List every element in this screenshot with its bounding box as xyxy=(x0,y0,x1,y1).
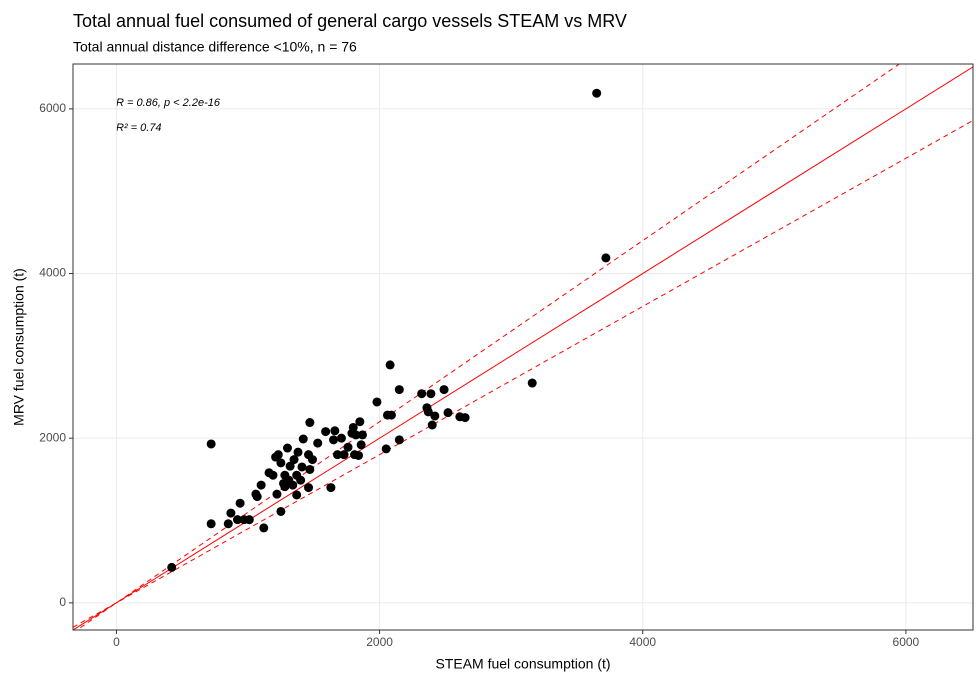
point xyxy=(527,378,537,388)
point xyxy=(288,480,298,490)
point xyxy=(268,470,278,480)
point xyxy=(313,438,323,448)
point xyxy=(206,519,216,529)
point xyxy=(439,385,449,395)
x-axis-label: STEAM fuel consumption (t) xyxy=(435,656,610,672)
point xyxy=(423,407,433,417)
point xyxy=(305,418,315,428)
point xyxy=(304,483,314,493)
point xyxy=(601,253,611,263)
point xyxy=(372,397,382,407)
point xyxy=(282,443,292,453)
point xyxy=(354,450,364,460)
point xyxy=(430,411,440,421)
point xyxy=(293,447,303,457)
point xyxy=(256,480,266,490)
x-tick-label: 6000 xyxy=(893,635,920,649)
point xyxy=(296,475,306,485)
annotation: R² = 0.74 xyxy=(116,122,162,134)
plot-area xyxy=(73,64,973,630)
point xyxy=(417,389,427,399)
point xyxy=(385,360,395,370)
point xyxy=(357,430,367,440)
point xyxy=(298,434,308,444)
point xyxy=(285,461,295,471)
point xyxy=(394,385,404,395)
point xyxy=(356,440,366,450)
point xyxy=(426,389,436,399)
point xyxy=(244,515,254,525)
point xyxy=(321,427,331,437)
point xyxy=(348,422,358,432)
point xyxy=(326,483,336,493)
point xyxy=(206,439,216,449)
point xyxy=(355,417,365,427)
point xyxy=(232,515,242,525)
point xyxy=(289,455,299,465)
point xyxy=(276,506,286,516)
point xyxy=(272,489,282,499)
point xyxy=(305,464,315,474)
y-tick-label: 2000 xyxy=(39,430,66,444)
point xyxy=(292,490,302,500)
panel-border xyxy=(72,63,974,631)
point xyxy=(276,458,286,468)
x-tick-label: 2000 xyxy=(366,635,393,649)
reference-line xyxy=(73,120,973,628)
point xyxy=(427,420,437,430)
annotation: R = 0.86, p < 2.2e-16 xyxy=(116,97,221,109)
chart-subtitle: Total annual distance difference <10%, n… xyxy=(73,39,357,55)
point xyxy=(252,492,262,502)
x-tick-label: 0 xyxy=(113,635,120,649)
y-tick-label: 4000 xyxy=(39,266,66,280)
point xyxy=(307,455,317,465)
point xyxy=(259,523,269,533)
point xyxy=(223,519,233,529)
point xyxy=(460,413,470,423)
y-tick-label: 6000 xyxy=(39,101,66,115)
reference-line xyxy=(73,66,973,630)
point xyxy=(394,435,404,445)
point xyxy=(592,88,602,98)
point xyxy=(332,450,342,460)
point xyxy=(297,462,307,472)
point xyxy=(336,433,346,443)
point xyxy=(339,450,349,460)
point xyxy=(273,450,283,460)
x-tick-label: 4000 xyxy=(629,635,656,649)
point xyxy=(235,498,245,508)
point xyxy=(381,444,391,454)
point xyxy=(226,508,236,518)
point xyxy=(167,562,177,572)
y-axis-label: MRV fuel consumption (t) xyxy=(11,268,27,426)
y-tick-label: 0 xyxy=(59,595,66,609)
point xyxy=(343,442,353,452)
point xyxy=(386,410,396,420)
point xyxy=(279,478,289,488)
point xyxy=(329,435,339,445)
point xyxy=(351,430,361,440)
chart-title: Total annual fuel consumed of general ca… xyxy=(73,11,627,31)
point xyxy=(443,408,453,418)
reference-line xyxy=(76,64,901,630)
point xyxy=(330,426,340,436)
